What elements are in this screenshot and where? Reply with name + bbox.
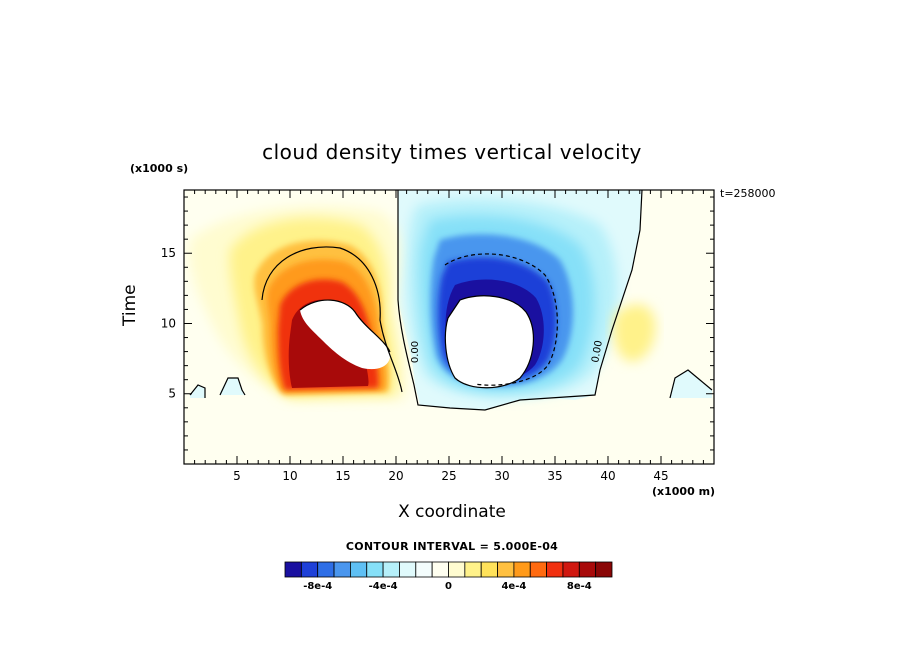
colorbar-swatch	[333, 561, 351, 578]
y-tick-label: 15	[161, 246, 176, 260]
negative-updraft-region	[398, 190, 642, 410]
contour-lines	[189, 190, 713, 411]
x-tick-label: 15	[335, 469, 350, 483]
contour-label: 0.00	[410, 341, 421, 363]
x-tick-label: 35	[547, 469, 562, 483]
colorbar-swatch	[513, 561, 531, 578]
faint-negative-patch	[190, 385, 205, 398]
core-contour	[444, 295, 534, 389]
colorbar-tick-label: 0	[445, 581, 452, 592]
heatmap-field: 0.00 0.00	[184, 190, 714, 464]
x-tick-label: 10	[282, 469, 297, 483]
x-tick-label: 45	[653, 469, 668, 483]
colorbar-swatch	[448, 561, 466, 578]
chart-title: cloud density times vertical velocity	[262, 140, 642, 164]
y-tick-label: 10	[161, 316, 176, 330]
small-contour	[669, 369, 713, 399]
colorbar-tick-label: 8e-4	[567, 581, 592, 592]
faint-positive-patch	[613, 304, 656, 362]
x-tick-label: 25	[441, 469, 456, 483]
x-axis-unit: (x1000 m)	[652, 485, 716, 498]
colorbar-swatch	[546, 561, 564, 578]
colorbar-swatch	[300, 561, 319, 578]
x-tick-label: 5	[233, 469, 241, 483]
colorbar-swatch	[349, 561, 368, 578]
colorbar-swatch	[415, 561, 433, 578]
colorbar-tick-label: 4e-4	[501, 581, 526, 592]
colorbar-swatch	[284, 561, 302, 578]
colorbar-swatch	[497, 561, 515, 578]
time-stamp: t=258000	[720, 187, 776, 200]
y-tick-label: 5	[168, 387, 176, 401]
colorbar: -8e-4 -4e-4 0 4e-4 8e-4	[284, 561, 613, 592]
colorbar-swatch	[480, 561, 498, 578]
masked-core-negative	[445, 295, 534, 388]
y-axis-unit: (x1000 s)	[130, 162, 189, 175]
positive-contour	[261, 246, 403, 393]
colorbar-swatch	[431, 561, 449, 578]
small-contour	[219, 377, 246, 396]
colorbar-swatch	[382, 561, 400, 578]
core-contour	[299, 299, 391, 353]
colorbar-swatch	[317, 561, 335, 578]
small-contour	[189, 384, 206, 398]
x-tick-label: 20	[388, 469, 403, 483]
faint-negative-patch	[670, 370, 712, 398]
colorbar-swatch	[562, 561, 580, 578]
contour-label: 0.00	[590, 340, 605, 364]
colorbar-swatch	[578, 561, 597, 578]
colorbar-swatch	[529, 561, 548, 578]
colorbar-swatch	[366, 561, 384, 578]
colorbar-swatch	[595, 561, 613, 578]
zero-contour	[397, 190, 643, 411]
colorbar-swatch	[399, 561, 417, 578]
colorbar-tick-label: -8e-4	[303, 581, 332, 592]
masked-core-positive	[300, 300, 391, 370]
x-tick-label: 30	[494, 469, 509, 483]
axis-ticks: 5 10 15 20 25 30 35 40 45 5 10 15	[161, 190, 714, 483]
x-tick-label: 40	[600, 469, 615, 483]
x-axis-label: X coordinate	[398, 502, 506, 522]
colorbar-tick-label: -4e-4	[369, 581, 398, 592]
positive-downdraft-region	[189, 206, 407, 400]
colorbar-swatch	[464, 561, 482, 578]
contour-interval-label: CONTOUR INTERVAL = 5.000E-04	[345, 540, 559, 553]
